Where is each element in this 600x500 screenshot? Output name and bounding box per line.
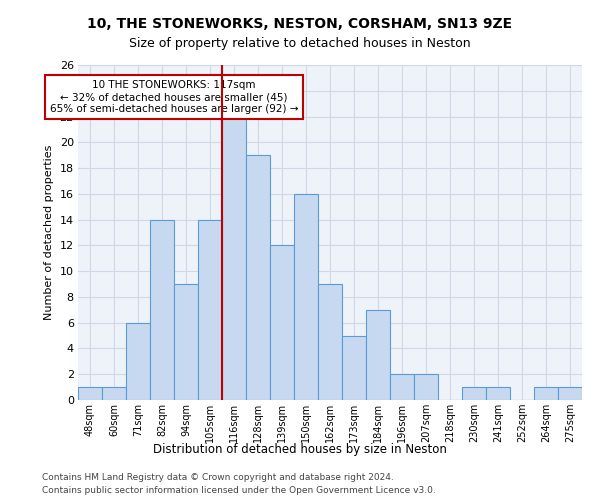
Text: 10, THE STONEWORKS, NESTON, CORSHAM, SN13 9ZE: 10, THE STONEWORKS, NESTON, CORSHAM, SN1… (88, 18, 512, 32)
Text: Contains HM Land Registry data © Crown copyright and database right 2024.: Contains HM Land Registry data © Crown c… (42, 472, 394, 482)
Bar (390, 374, 414, 400)
Bar (462, 387, 486, 400)
Bar (102, 387, 126, 400)
Bar (366, 310, 390, 400)
Text: Distribution of detached houses by size in Neston: Distribution of detached houses by size … (153, 442, 447, 456)
Bar (294, 194, 318, 400)
Bar (222, 116, 246, 400)
Text: 10 THE STONEWORKS: 117sqm
← 32% of detached houses are smaller (45)
65% of semi-: 10 THE STONEWORKS: 117sqm ← 32% of detac… (50, 80, 298, 114)
Bar (486, 387, 510, 400)
Bar (198, 220, 222, 400)
Bar (342, 336, 366, 400)
Bar (558, 387, 582, 400)
Bar (534, 387, 558, 400)
Bar (126, 322, 150, 400)
Y-axis label: Number of detached properties: Number of detached properties (44, 145, 54, 320)
Bar (270, 246, 294, 400)
Bar (174, 284, 198, 400)
Bar (78, 387, 102, 400)
Bar (150, 220, 174, 400)
Text: Size of property relative to detached houses in Neston: Size of property relative to detached ho… (129, 38, 471, 51)
Bar (414, 374, 438, 400)
Bar (246, 155, 270, 400)
Bar (318, 284, 342, 400)
Text: Contains public sector information licensed under the Open Government Licence v3: Contains public sector information licen… (42, 486, 436, 495)
